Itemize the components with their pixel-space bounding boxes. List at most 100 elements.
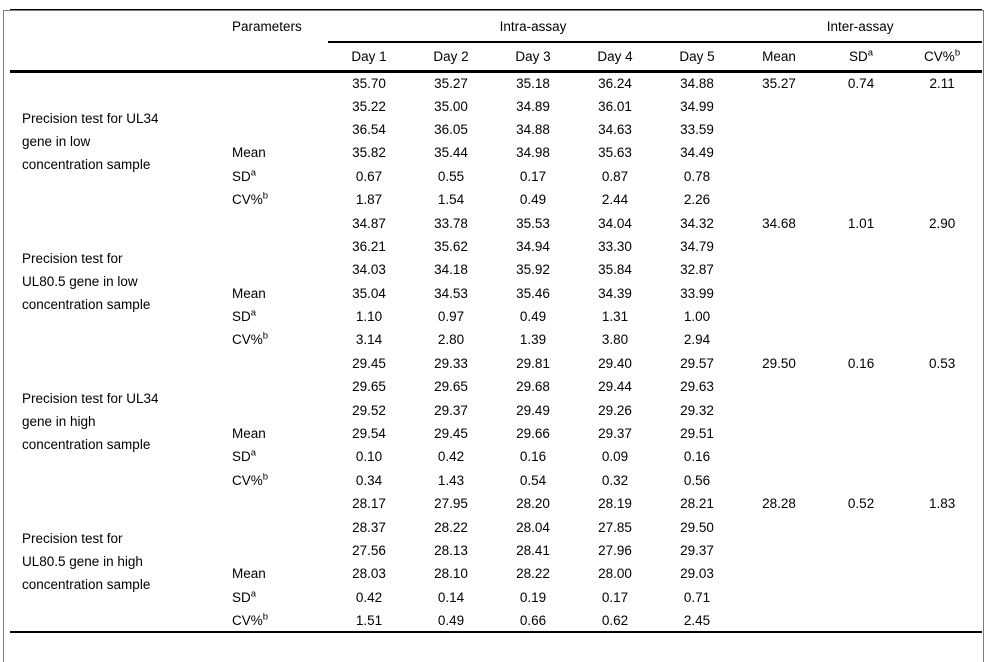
intra-assay-value-cell: 0.62 (601, 612, 629, 628)
section-label-cell: Precision test for UL34 gene in low concen… (10, 71, 232, 211)
inter-assay-value-cell (820, 515, 902, 538)
parameter-cell (232, 118, 328, 141)
intra-assay-value-cell: 29.54 (352, 426, 386, 442)
table-row: CV%b 0.34 1.43 0.54 0.32 0.56 (10, 469, 982, 492)
parameter-label: Mean (232, 426, 266, 442)
section-label-line: Precision test for UL34 (22, 111, 159, 127)
parameter-cell: CV%b (232, 609, 328, 632)
section-label-cell: Precision test for UL80.5 gene in low conc… (10, 211, 232, 351)
inter-assay-value-cell (738, 165, 820, 188)
inter-assay-value-cell (820, 562, 902, 585)
intra-assay-value-cell: 29.68 (516, 379, 550, 395)
intra-assay-value-cell: 34.39 (598, 285, 632, 301)
parameter-label: SD (232, 449, 251, 465)
intra-assay-value-cell: 27.95 (434, 496, 468, 512)
section-label-cell: Precision test for UL80.5 gene in high con… (10, 492, 232, 632)
intra-assay-value-cell: 35.84 (598, 262, 632, 278)
intra-assay-value-cell: 0.10 (355, 449, 383, 465)
intra-assay-value-cell: 0.54 (519, 472, 547, 488)
parameter-cell (232, 539, 328, 562)
parameter-label: Mean (232, 566, 266, 582)
intra-assay-value-cell: 2.26 (683, 192, 711, 208)
parameter-cell (232, 515, 328, 538)
table-row: Mean 35.82 35.44 34.98 35.63 34.49 (10, 141, 982, 164)
intra-assay-value-cell: 27.85 (598, 519, 632, 535)
day-2-column-header: Day 2 (410, 42, 492, 73)
intra-assay-value-cell: 1.10 (355, 309, 383, 325)
intra-assay-value-cell: 1.87 (355, 192, 383, 208)
section-label-line: gene in low (22, 134, 91, 150)
parameter-cell: CV%b (232, 328, 328, 351)
intra-assay-value-cell: 29.26 (598, 402, 632, 418)
parameter-cell: Mean (232, 422, 328, 445)
intra-assay-value-cell: 2.44 (601, 192, 629, 208)
group-header-row: Parameters Intra-assay Inter-assay (10, 10, 983, 43)
intra-assay-value-cell: 34.32 (680, 215, 714, 231)
table-row: 36.54 36.05 34.88 34.63 33.59 (10, 118, 982, 141)
intra-assay-value-cell: 34.18 (434, 262, 468, 278)
intra-assay-value-cell: 28.00 (598, 566, 632, 582)
intra-assay-value-cell: 0.56 (683, 472, 711, 488)
inter-assay-value-cell (902, 94, 982, 117)
intra-assay-value-cell: 35.82 (352, 145, 386, 161)
inter-assay-value-cell (902, 375, 982, 398)
parameter-cell (232, 352, 328, 375)
intra-assay-value-cell: 34.88 (516, 121, 550, 137)
intra-assay-value-cell: 32.87 (680, 262, 714, 278)
table-header: Parameters Intra-assay Inter-assay Day 1… (10, 10, 983, 73)
table-row: SDa 1.10 0.97 0.49 1.31 1.00 (10, 305, 982, 328)
inter-assay-value-cell (738, 375, 820, 398)
table-row: SDa 0.42 0.14 0.19 0.17 0.71 (10, 586, 982, 609)
table-row: 35.22 35.00 34.89 36.01 34.99 (10, 94, 982, 117)
intra-assay-value-cell: 1.39 (519, 332, 547, 348)
section-label-line: Precision test for UL34 (22, 391, 159, 407)
inter-assay-value-cell (820, 586, 902, 609)
intra-assay-value-cell: 0.19 (519, 589, 547, 605)
intra-assay-value-cell: 35.92 (516, 262, 550, 278)
sd-column-header: SDa (820, 42, 903, 73)
intra-assay-value-cell: 0.49 (437, 612, 465, 628)
intra-assay-value-cell: 33.99 (680, 285, 714, 301)
inter-assay-value-cell: 0.53 (928, 355, 956, 371)
inter-assay-value-cell (738, 141, 820, 164)
intra-assay-value-cell: 0.17 (601, 589, 629, 605)
inter-assay-value-cell (902, 258, 982, 281)
inter-assay-value-cell: 2.90 (928, 215, 956, 231)
inter-assay-value-cell: 0.74 (847, 75, 875, 91)
parameter-label: CV% (232, 192, 263, 208)
intra-assay-value-cell: 27.56 (352, 543, 386, 558)
intra-assay-value-cell: 0.66 (519, 612, 547, 628)
intra-assay-value-cell: 2.45 (683, 612, 711, 628)
intra-assay-value-cell: 28.03 (352, 566, 386, 582)
intra-assay-value-cell: 33.59 (680, 121, 714, 137)
inter-assay-value-cell (820, 258, 902, 281)
parameter-cell (232, 211, 328, 234)
inter-assay-value-cell (738, 609, 820, 632)
parameter-footnote-marker: a (250, 307, 257, 319)
intra-assay-value-cell: 34.04 (598, 215, 632, 231)
intra-assay-value-cell: 0.16 (519, 449, 547, 465)
cv-label: CV% (924, 48, 955, 64)
inter-assay-value-cell (820, 609, 902, 632)
inter-assay-value-cell (738, 328, 820, 351)
table-row: CV%b 3.14 2.80 1.39 3.80 2.94 (10, 328, 982, 351)
intra-assay-value-cell: 3.14 (355, 332, 383, 348)
inter-assay-value-cell: 28.28 (762, 496, 796, 512)
table-row: CV%b 1.87 1.54 0.49 2.44 2.26 (10, 188, 982, 211)
intra-assay-value-cell: 0.16 (683, 449, 711, 465)
intra-assay-value-cell: 28.17 (352, 496, 386, 512)
intra-assay-value-cell: 34.49 (680, 145, 714, 161)
inter-assay-value-cell (820, 422, 902, 445)
inter-assay-value-cell (820, 94, 902, 117)
intra-assay-value-cell: 1.31 (601, 309, 629, 325)
intra-assay-value-cell: 35.00 (434, 98, 468, 114)
intra-assay-value-cell: 29.57 (680, 355, 714, 371)
inter-assay-value-cell: 1.01 (847, 215, 875, 231)
parameter-footnote-marker: a (250, 167, 257, 179)
inter-assay-value-cell (902, 398, 982, 421)
day-1-column-header: Day 1 (328, 42, 410, 73)
inter-assay-value-cell (902, 118, 982, 141)
intra-assay-value-cell: 34.63 (598, 121, 632, 137)
intra-assay-value-cell: 0.49 (519, 192, 547, 208)
intra-assay-value-cell: 29.52 (352, 402, 386, 418)
